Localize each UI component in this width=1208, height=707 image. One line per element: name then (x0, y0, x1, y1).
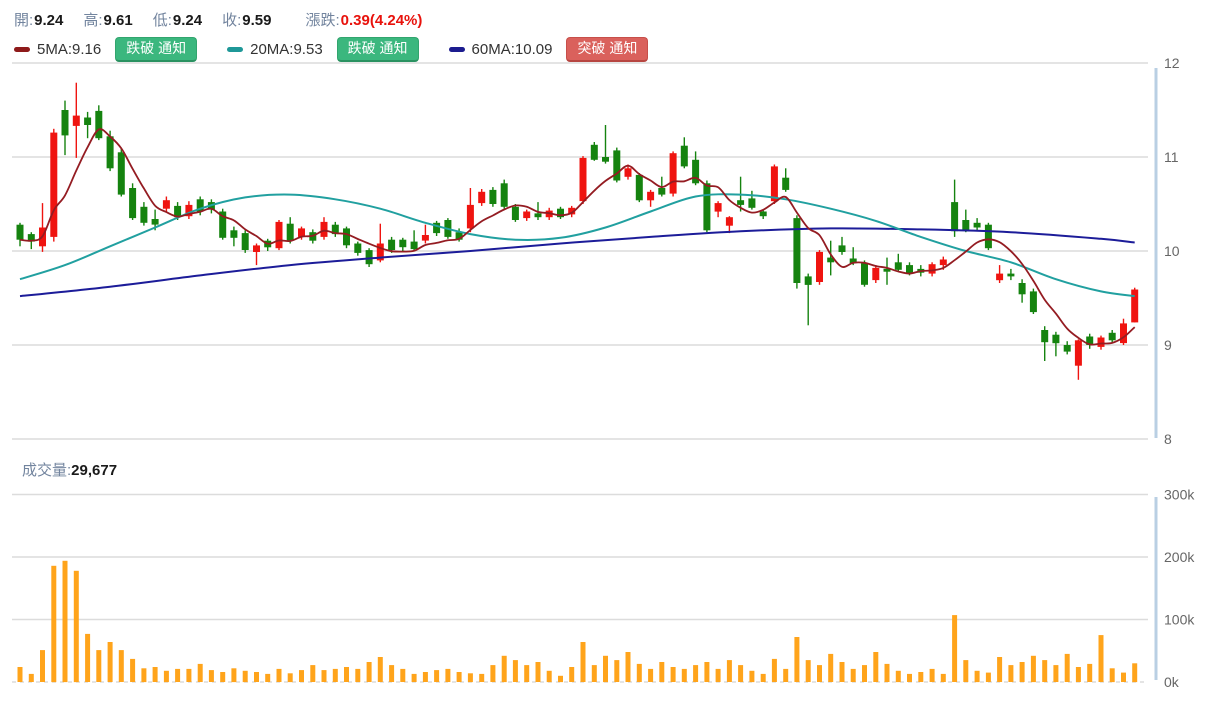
svg-text:0k: 0k (1164, 674, 1180, 690)
ma60-break-above-alert-button[interactable]: 突破 通知 (566, 37, 649, 62)
ma5-line (19, 128, 1136, 346)
ma20-swatch-icon (227, 47, 244, 52)
svg-text:100k: 100k (1164, 612, 1195, 628)
volume-axis: 300k 200k 100k 0k (1154, 487, 1195, 690)
close-label: 收: (222, 12, 242, 29)
ma-legend-row: 5MA:9.16 跌破 通知 20MA:9.53 跌破 通知 60MA:10.0… (14, 37, 649, 62)
volume-bars (17, 560, 1138, 683)
ma5-break-below-alert-button[interactable]: 跌破 通知 (115, 37, 198, 62)
change-field: 漲跌:0.39(4.24%) (306, 12, 423, 30)
svg-text:9: 9 (1164, 337, 1172, 353)
svg-text:200k: 200k (1164, 549, 1195, 565)
low-value: 9.24 (172, 12, 203, 29)
volume-label: 成交量: (22, 462, 72, 479)
open-label: 開: (14, 12, 34, 29)
high-field: 高:9.61 (83, 12, 132, 30)
ma20-legend-label: 20MA:9.53 (250, 41, 323, 58)
low-label: 低: (152, 12, 172, 29)
svg-text:300k: 300k (1164, 487, 1195, 503)
quote-summary: 開:9.24 高:9.61 低:9.24 收:9.59 漲跌:0.39(4.24… (14, 12, 422, 30)
svg-text:11: 11 (1164, 149, 1179, 165)
volume-header: 成交量:29,677 (22, 459, 117, 480)
high-value: 9.61 (103, 12, 133, 29)
svg-text:12: 12 (1164, 55, 1180, 71)
change-value: 0.39(4.24%) (340, 12, 423, 29)
ma5-swatch-icon (14, 47, 30, 52)
ma60-swatch-icon (448, 47, 465, 52)
open-value: 9.24 (34, 12, 64, 29)
volume-value: 29,677 (71, 462, 118, 479)
high-label: 高: (83, 12, 103, 29)
price-axis: 12 11 10 9 8 (1154, 55, 1180, 447)
ma60-line (19, 227, 1135, 298)
close-value: 9.59 (242, 12, 272, 29)
ma20-break-below-alert-button[interactable]: 跌破 通知 (336, 37, 419, 62)
ma60-legend-label: 60MA:10.09 (471, 41, 553, 58)
svg-text:8: 8 (1164, 431, 1172, 447)
low-field: 低:9.24 (153, 12, 202, 30)
volume-grid (12, 493, 1148, 683)
ma5-legend-label: 5MA:9.16 (37, 41, 102, 58)
open-field: 開:9.24 (14, 12, 63, 30)
svg-text:10: 10 (1164, 243, 1180, 259)
ma20-line (19, 193, 1135, 298)
close-field: 收:9.59 (222, 12, 271, 30)
change-label: 漲跌: (305, 12, 340, 29)
price-grid (12, 62, 1148, 440)
